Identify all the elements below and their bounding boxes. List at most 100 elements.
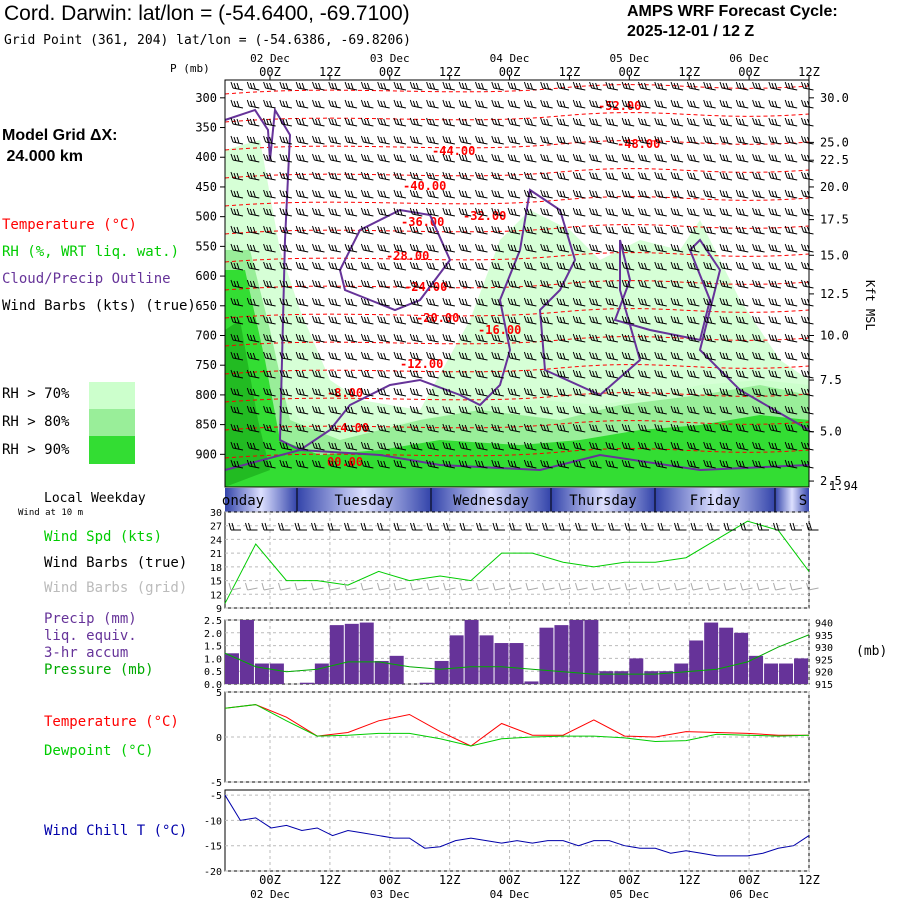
wind-barb bbox=[572, 171, 586, 181]
wind-barb bbox=[621, 387, 635, 397]
wind-barb bbox=[230, 297, 244, 307]
wind-barb bbox=[589, 279, 602, 289]
wind-barb bbox=[654, 423, 667, 433]
wind-barb bbox=[393, 261, 407, 271]
wind-barb bbox=[735, 135, 749, 145]
wind-barb bbox=[328, 117, 341, 127]
temperature-contour bbox=[224, 420, 810, 431]
wind-barb bbox=[719, 423, 733, 433]
wind-barb bbox=[735, 117, 749, 127]
legend-precip-liq: liq. equiv. bbox=[44, 628, 137, 644]
pressure-tick-label: 650 bbox=[195, 299, 217, 313]
wind-barb-true bbox=[740, 522, 753, 531]
wind-barb bbox=[686, 153, 700, 163]
wind-barb bbox=[703, 315, 716, 325]
wind-barb bbox=[360, 423, 374, 433]
wind-barb bbox=[279, 279, 292, 289]
wind-barb bbox=[458, 189, 472, 199]
wind-barb bbox=[621, 405, 635, 415]
wind-barb bbox=[263, 135, 276, 145]
wind-barb bbox=[426, 387, 439, 397]
pressure-tick-label: 350 bbox=[195, 121, 217, 135]
wind-barb bbox=[752, 441, 765, 451]
wind-barb bbox=[230, 459, 244, 469]
wind-barb bbox=[719, 261, 733, 271]
pressure-ytick: 940 bbox=[815, 618, 833, 629]
wind-barb bbox=[458, 459, 472, 469]
wind-barb bbox=[295, 225, 309, 235]
wind-barb bbox=[458, 117, 472, 127]
wind-barb bbox=[491, 225, 504, 235]
wind-barb bbox=[507, 153, 521, 163]
wind-panel-ytick: 18 bbox=[210, 563, 222, 574]
time-tick-top: 00Z bbox=[379, 65, 401, 79]
wind-barb-true bbox=[773, 522, 786, 531]
wind-barb bbox=[523, 207, 537, 217]
wind-barb bbox=[719, 333, 733, 343]
wind-barb bbox=[703, 261, 716, 271]
precip-panel-ytick: 1.5 bbox=[204, 642, 222, 653]
height-tick-label: 22.5 bbox=[820, 153, 849, 167]
wind-barb bbox=[491, 441, 504, 451]
wind-barb bbox=[426, 459, 439, 469]
wind-barb bbox=[377, 225, 390, 235]
wind-barb bbox=[670, 261, 684, 271]
wind-barb-true bbox=[789, 522, 802, 531]
wind-barb bbox=[246, 207, 260, 217]
wind-barb-true bbox=[558, 522, 571, 531]
wind-barb bbox=[442, 135, 455, 145]
wind-barb bbox=[246, 297, 260, 307]
wind-barb bbox=[752, 189, 765, 199]
wind-barb bbox=[784, 405, 798, 415]
wind-barb bbox=[768, 279, 781, 289]
wind-barb bbox=[686, 387, 700, 397]
wind-barb bbox=[507, 99, 521, 109]
wind-barb bbox=[442, 405, 455, 415]
wind-barb bbox=[442, 207, 455, 217]
wind-barb-grid bbox=[327, 582, 341, 591]
wind-barb bbox=[393, 441, 407, 451]
pressure-tick-label: 700 bbox=[195, 328, 217, 342]
wind-barb-grid bbox=[806, 582, 819, 591]
wind-barb bbox=[703, 81, 716, 91]
wind-barb bbox=[312, 297, 325, 307]
legend-rh70-label: RH > 70% bbox=[2, 386, 70, 402]
wind-barb-grid bbox=[624, 582, 638, 591]
wind-barb-true bbox=[674, 522, 687, 531]
wind-barb bbox=[719, 117, 733, 127]
wind-barb bbox=[752, 117, 765, 127]
wind-barb bbox=[295, 189, 309, 199]
wind-barb bbox=[426, 207, 439, 217]
wind-barb bbox=[589, 459, 602, 469]
wind-barb bbox=[328, 369, 341, 379]
wind-barb bbox=[752, 135, 765, 145]
precip-bar bbox=[749, 655, 764, 684]
wind-barb-grid bbox=[591, 582, 605, 591]
precip-bar bbox=[599, 671, 614, 684]
wind-barb bbox=[279, 171, 292, 181]
wind-barb bbox=[784, 387, 798, 397]
wind-barb bbox=[328, 297, 341, 307]
wind-barb bbox=[458, 369, 472, 379]
temperature-contour bbox=[224, 140, 810, 151]
wind-barb bbox=[784, 117, 798, 127]
wind-barb bbox=[572, 243, 586, 253]
wind-barb bbox=[230, 279, 244, 289]
wind-barb bbox=[686, 423, 700, 433]
wind-barb bbox=[263, 459, 276, 469]
wind-barb bbox=[670, 423, 684, 433]
wind-barb bbox=[344, 81, 358, 91]
wind-barb bbox=[670, 189, 684, 199]
wind-barb bbox=[230, 351, 244, 361]
wind-barb bbox=[605, 153, 618, 163]
wind-barb bbox=[621, 171, 635, 181]
wind-barb bbox=[442, 171, 455, 181]
wind-barb bbox=[556, 315, 570, 325]
wind-barb-grid bbox=[443, 582, 456, 591]
wind-barb bbox=[409, 423, 423, 433]
wind-chill-line bbox=[224, 794, 810, 857]
temperature-contour bbox=[224, 252, 810, 263]
wind-barb bbox=[491, 243, 504, 253]
pressure-ytick: 935 bbox=[815, 631, 833, 642]
wind-barb bbox=[393, 153, 407, 163]
